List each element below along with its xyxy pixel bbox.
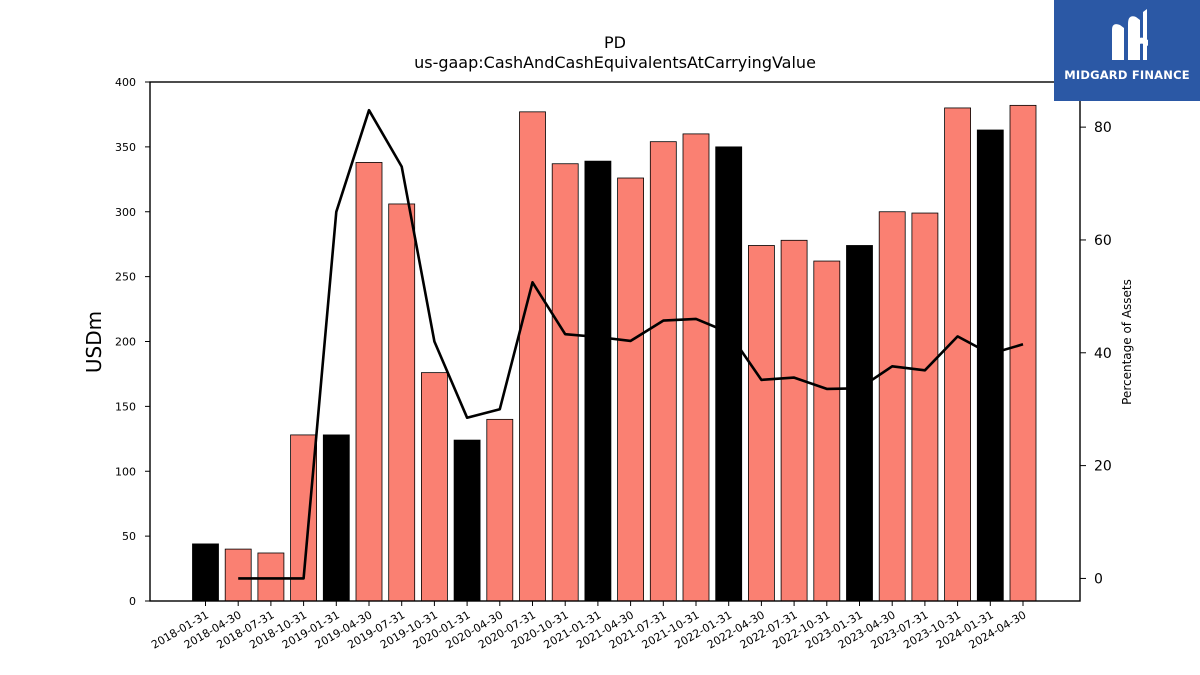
bar-2021-01-31 xyxy=(584,160,612,602)
bar-2020-07-31 xyxy=(519,111,546,602)
y-tick-label-right: 20 xyxy=(1094,459,1112,475)
bar-2024-04-30 xyxy=(1009,104,1037,602)
y-tick-label-left: 0 xyxy=(129,595,136,608)
bar-2024-01-31 xyxy=(976,129,1004,602)
bar-2023-10-31 xyxy=(944,107,971,602)
y-tick-label-left: 250 xyxy=(115,271,136,284)
y-axis-right-ticks: 0 20 40 60 80 xyxy=(1080,120,1112,587)
bar-2023-04-30 xyxy=(878,211,906,602)
bar-2019-04-30 xyxy=(355,162,383,602)
y-tick-label-right: 40 xyxy=(1094,346,1112,362)
y-axis-label-left: USDm xyxy=(82,311,106,373)
bar-2022-01-31 xyxy=(715,146,743,602)
bar-2021-04-30 xyxy=(617,177,644,602)
bar-2018-04-30 xyxy=(224,548,252,602)
y-tick-label-right: 0 xyxy=(1094,571,1103,587)
y-tick-label-left: 150 xyxy=(115,400,136,413)
y-tick-label-left: 300 xyxy=(115,206,136,219)
y-tick-label-right: 60 xyxy=(1094,233,1112,249)
bar-2021-07-31 xyxy=(649,141,677,602)
bar-2019-07-31 xyxy=(388,203,416,602)
y-tick-label-right: 80 xyxy=(1094,120,1112,136)
y-tick-label-left: 50 xyxy=(122,530,136,543)
y-axis-label-right: Percentage of Assets xyxy=(1120,279,1134,405)
bar-2019-01-31 xyxy=(322,434,350,602)
bar-2023-07-31 xyxy=(911,212,939,602)
line-series xyxy=(238,108,1024,580)
bar-2020-10-31 xyxy=(551,163,579,602)
bar-series xyxy=(192,104,1037,602)
bar-2021-10-31 xyxy=(682,133,710,602)
bar-2022-04-30 xyxy=(748,245,775,602)
chart-subtitle: us-gaap:CashAndCashEquivalentsAtCarrying… xyxy=(414,53,816,72)
y-axis-left-ticks: 0 50 100 150 200 250 300 350 400 xyxy=(115,76,150,608)
bar-2020-01-31 xyxy=(453,439,481,602)
bar-2023-01-31 xyxy=(846,245,873,602)
bar-2022-10-31 xyxy=(813,260,841,602)
y-tick-label-left: 200 xyxy=(115,336,136,349)
y-tick-label-left: 350 xyxy=(115,141,136,154)
plot-frame xyxy=(149,81,1081,602)
bar-2019-10-31 xyxy=(420,372,448,602)
bar-2018-07-31 xyxy=(257,552,285,602)
y-tick-label-left: 400 xyxy=(115,76,136,89)
chart-title: PD xyxy=(604,33,626,52)
bar-2018-01-31 xyxy=(192,543,219,602)
axes xyxy=(149,81,1081,602)
brand-logo: MIDGARD FINANCE xyxy=(1054,0,1200,101)
x-axis-ticks: 2018-01-312018-04-302018-07-312018-10-31… xyxy=(149,601,1029,652)
y-tick-label-left: 100 xyxy=(115,465,136,478)
bar-2020-04-30 xyxy=(486,418,514,602)
logo-text: MIDGARD FINANCE xyxy=(1064,68,1190,82)
bar-2022-07-31 xyxy=(780,239,808,602)
logo-icon xyxy=(1112,9,1148,61)
line-pct-assets xyxy=(238,108,1024,580)
